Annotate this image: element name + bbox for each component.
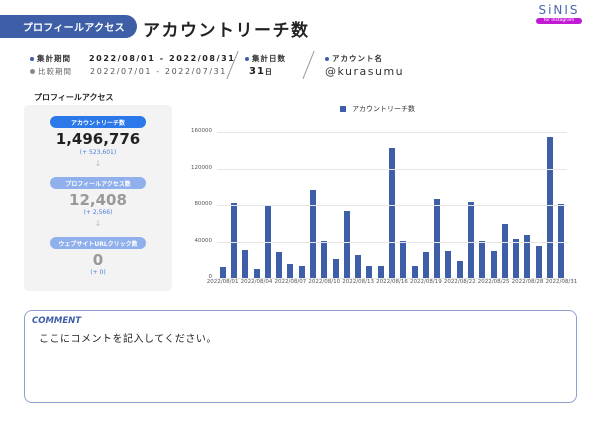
x-tick-label: 2022/08/01 [206, 279, 239, 285]
profile-access-value: 12,408 [69, 191, 127, 209]
gridline [217, 132, 567, 133]
chart-bar[interactable] [513, 238, 520, 278]
account-label: アカウント名 [332, 54, 383, 63]
bullet-icon [245, 56, 249, 61]
x-tick-label: 2022/08/22 [443, 279, 476, 285]
x-tick-label: 2022/08/28 [511, 279, 544, 285]
gridline [217, 241, 567, 243]
reach-label: アカウントリーチ数 [50, 116, 146, 128]
period-label: 集計期間 [37, 54, 71, 63]
chart-bar[interactable] [524, 235, 531, 278]
chart-bar[interactable] [501, 223, 508, 278]
x-tick-label: 2022/08/10 [308, 279, 341, 285]
chart-bar[interactable] [422, 252, 429, 278]
chart-bar[interactable] [468, 202, 475, 278]
chart-bar[interactable] [298, 266, 305, 278]
account-info: アカウント名 @kurasumu [325, 52, 404, 78]
chart-bar[interactable] [276, 252, 283, 278]
chart-legend: アカウントリーチ数 [340, 104, 415, 114]
chart-bar[interactable] [558, 204, 565, 278]
chart-bar[interactable] [309, 189, 316, 278]
x-tick-label: 2022/08/31 [545, 279, 578, 285]
chart-bar[interactable] [242, 250, 249, 278]
url-click-label: ウェブサイトURLクリック数 [50, 237, 146, 249]
divider [302, 50, 315, 80]
bullet-icon [30, 69, 35, 74]
chart-bar[interactable] [332, 259, 339, 278]
comment-box[interactable]: COMMENT ここにコメントを記入してください。 [24, 310, 577, 403]
chart-bar[interactable] [535, 245, 542, 278]
y-tick-label: 160000 [191, 128, 212, 134]
period-info: 集計期間 2022/08/01 - 2022/08/31 比較期間 2022/0… [30, 52, 235, 78]
x-tick-label: 2022/08/25 [477, 279, 510, 285]
x-tick-label: 2022/08/16 [376, 279, 408, 285]
x-tick-label: 2022/08/13 [342, 279, 374, 285]
chart-bar[interactable] [411, 266, 418, 278]
chart-bar[interactable] [377, 265, 384, 278]
gridline [217, 168, 567, 170]
days-info: 集計日数 31 日 [245, 52, 304, 78]
gridline [217, 278, 567, 279]
comment-label: COMMENT [32, 316, 82, 326]
logo-subtext: for Instagram [536, 18, 582, 24]
x-tick-label: 2022/08/07 [274, 279, 307, 285]
chart-bar[interactable] [253, 269, 260, 278]
chart-bar[interactable] [456, 260, 463, 278]
chart-bar[interactable] [287, 264, 294, 278]
url-click-diff: (+ 0) [90, 269, 106, 276]
chart-bars [217, 132, 567, 278]
days-value: 31 [249, 66, 265, 77]
chart-bar[interactable] [434, 198, 441, 278]
legend-swatch-icon [340, 106, 346, 112]
reach-diff: (+ 523,601) [79, 149, 117, 156]
chart-bar[interactable] [343, 211, 350, 278]
logo-text: SiNIS [538, 3, 580, 17]
page-title: アカウントリーチ数 [143, 21, 310, 41]
arrow-down-icon: ↓ [94, 219, 102, 228]
reach-value: 1,496,776 [55, 130, 141, 148]
chart-bar[interactable] [400, 240, 407, 278]
sinis-logo: SiNIS for Instagram [536, 4, 582, 24]
legend-label: アカウントリーチ数 [352, 105, 415, 113]
chart-bar[interactable] [355, 255, 362, 278]
chart-bar[interactable] [219, 267, 226, 278]
chart-bar[interactable] [366, 266, 373, 278]
summary-card-title: プロフィールアクセス [34, 93, 114, 102]
comment-text[interactable]: ここにコメントを記入してください。 [39, 334, 217, 345]
compare-value: 2022/07/01 - 2022/07/31 [90, 67, 227, 76]
reach-bar-chart: アカウントリーチ数 0 40000 80000 120000 160000 2022/08… [180, 95, 580, 295]
summary-card: アカウントリーチ数 1,496,776 (+ 523,601) ↓ プロフィール… [24, 105, 172, 291]
bullet-icon [325, 56, 329, 61]
y-tick-label: 40000 [194, 237, 213, 244]
chart-bar[interactable] [445, 251, 452, 278]
account-value: @kurasumu [325, 65, 405, 78]
gridline [217, 205, 567, 206]
days-label: 集計日数 [252, 54, 286, 63]
chart-bar[interactable] [490, 250, 497, 278]
compare-label: 比較期間 [38, 67, 72, 76]
y-tick-label: 120000 [191, 164, 212, 171]
days-unit: 日 [264, 67, 272, 76]
chart-bar[interactable] [230, 203, 237, 278]
chart-bar[interactable] [389, 148, 395, 278]
bullet-icon [30, 56, 34, 61]
x-tick-label: 2022/08/04 [240, 279, 273, 285]
y-tick-label: 80000 [194, 201, 213, 207]
section-badge: プロフィールアクセス [0, 15, 137, 38]
y-tick-label: 0 [208, 274, 213, 280]
period-value: 2022/08/01 - 2022/08/31 [89, 54, 236, 63]
profile-access-diff: (+ 2,566) [83, 209, 113, 216]
chart-bar[interactable] [321, 240, 328, 278]
chart-bar[interactable] [479, 240, 486, 278]
url-click-value: 0 [92, 251, 104, 269]
profile-access-label: プロフィールアクセス数 [50, 177, 146, 189]
arrow-down-icon: ↓ [94, 159, 102, 168]
chart-bar[interactable] [547, 137, 554, 278]
x-tick-label: 2022/08/19 [410, 279, 442, 285]
